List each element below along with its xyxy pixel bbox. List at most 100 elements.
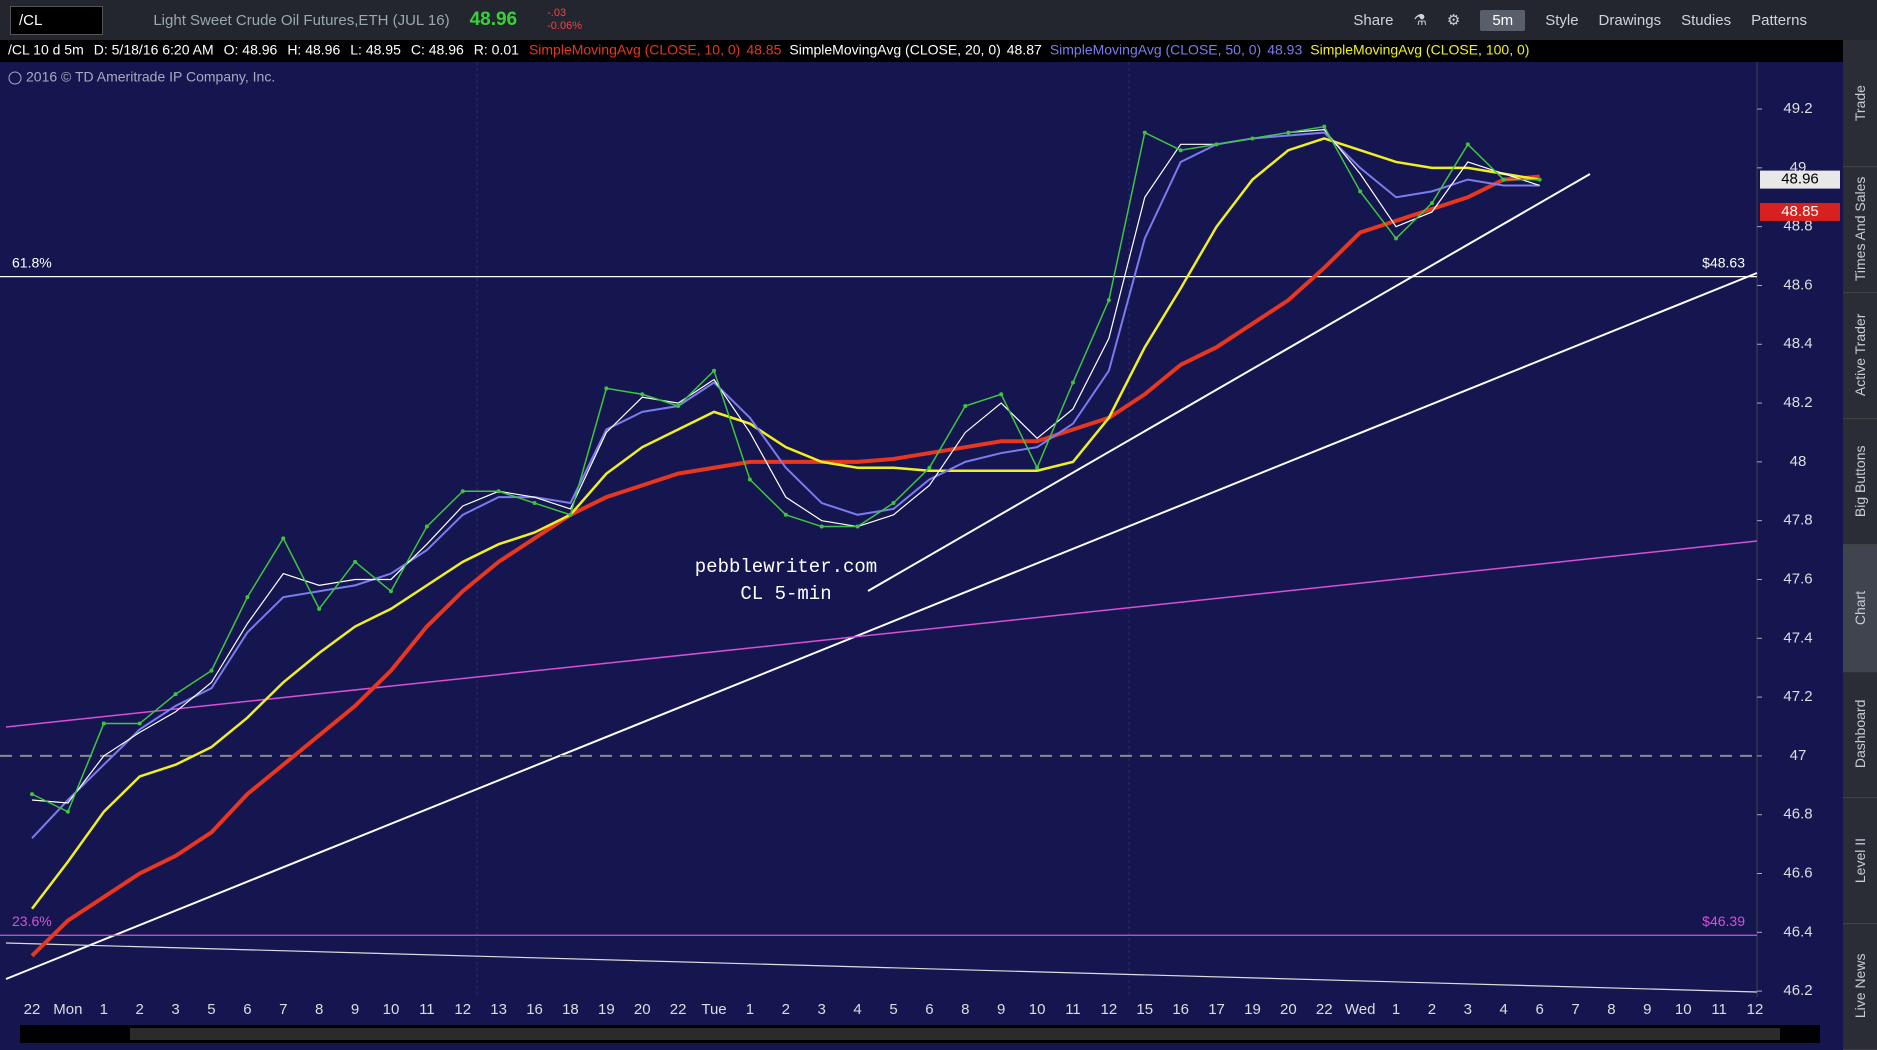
side-tab[interactable]: Chart (1843, 544, 1877, 672)
price-point (1537, 177, 1542, 182)
trendline[interactable] (5, 272, 1758, 980)
y-tick-label: 46.8 (1783, 806, 1812, 823)
price-point (460, 489, 465, 494)
x-tick-label: 2 (136, 1001, 144, 1018)
x-tick-label: 7 (279, 1001, 287, 1018)
x-tick-label: 4 (1500, 1001, 1508, 1018)
studies-button[interactable]: Studies (1681, 11, 1732, 29)
side-tab[interactable]: Big Buttons (1843, 418, 1877, 546)
price-point (173, 692, 178, 697)
side-tab[interactable]: Trade (1843, 40, 1877, 168)
x-tick-label: 5 (207, 1001, 215, 1018)
side-tab[interactable]: Level II (1843, 796, 1877, 924)
price-point (891, 501, 896, 506)
x-tick-label: 10 (383, 1001, 400, 1018)
aggregation-button[interactable]: 5m (1480, 9, 1526, 31)
x-tick-label: 20 (1280, 1001, 1297, 1018)
x-tick-label: 4 (853, 1001, 861, 1018)
price-point (676, 404, 681, 409)
price-point (1501, 177, 1506, 182)
x-tick-label: 17 (1208, 1001, 1225, 1018)
scroll-thumb[interactable] (130, 1028, 1780, 1040)
x-tick-label: 22 (1316, 1001, 1333, 1018)
x-tick-label: Wed (1345, 1001, 1376, 1018)
price-point (1214, 142, 1219, 147)
x-tick-label: 3 (1464, 1001, 1472, 1018)
x-tick-label: 12 (1747, 1001, 1764, 1018)
level-value: $46.39 (1702, 913, 1745, 929)
header-item: C: 48.96 (411, 42, 464, 58)
settings-button[interactable]: ⚙ (1446, 12, 1461, 29)
side-tab[interactable]: Active Trader (1843, 292, 1877, 420)
y-tick-label: 47.4 (1783, 629, 1812, 646)
y-tick-label: 46.6 (1783, 864, 1812, 881)
trendline[interactable] (5, 540, 1758, 728)
x-tick-label: 10 (1029, 1001, 1046, 1018)
trendline[interactable] (867, 173, 1591, 592)
price-point (1250, 136, 1255, 141)
price-point (137, 721, 142, 726)
flask-button[interactable]: ⚗ (1413, 12, 1427, 29)
style-button[interactable]: Style (1545, 11, 1579, 29)
side-tab[interactable]: Dashboard (1843, 670, 1877, 798)
y-tick-label: 48.2 (1783, 394, 1812, 411)
price-point (496, 489, 501, 494)
price-marker (1760, 202, 1840, 221)
price-line (31, 125, 1540, 813)
x-tick-label: 8 (1607, 1001, 1615, 1018)
level-value: $48.63 (1702, 254, 1745, 270)
x-tick-label: 1 (746, 1001, 754, 1018)
x-tick-label: 1 (100, 1001, 108, 1018)
share-button[interactable]: Share (1353, 11, 1394, 29)
trendline[interactable] (5, 942, 1758, 993)
symbol-box[interactable]: /CL (10, 5, 104, 35)
price-point (1142, 130, 1147, 135)
price-point (819, 524, 824, 529)
price-point (640, 392, 645, 397)
x-tick-label: 22 (24, 1001, 41, 1018)
header-item: H: 48.96 (287, 42, 340, 58)
price-point (747, 477, 752, 482)
price-point (532, 501, 537, 506)
level-label: 61.8% (12, 254, 52, 270)
x-tick-label: 12 (1101, 1001, 1118, 1018)
price-point (65, 809, 70, 814)
side-tab[interactable]: Live News (1843, 922, 1877, 1050)
y-tick-label: 49.2 (1783, 100, 1812, 117)
y-tick-label: 48.8 (1783, 218, 1812, 235)
price-point (999, 392, 1004, 397)
price-point (30, 792, 34, 797)
x-tick-label: 20 (634, 1001, 651, 1018)
annotation: CL 5-min (740, 583, 831, 605)
price-point (281, 536, 286, 541)
x-tick-label: 11 (419, 1001, 435, 1018)
x-tick-label: 9 (997, 1001, 1005, 1018)
x-tick-label: 5 (889, 1001, 897, 1018)
price-point (568, 512, 573, 517)
header-item: R: 0.01 (474, 42, 519, 58)
price-point (1394, 236, 1399, 241)
drawings-button[interactable]: Drawings (1598, 11, 1662, 29)
legend-label: SimpleMovingAvg (CLOSE, 20, 0) (789, 42, 1000, 58)
x-tick-label: 2 (782, 1001, 790, 1018)
side-tabs: Trade Times And Sales Active Trader Big But… (1843, 40, 1877, 1050)
x-tick-label: 3 (171, 1001, 179, 1018)
legend-label: SimpleMovingAvg (CLOSE, 50, 0) (1050, 42, 1261, 58)
y-tick-label: 47.2 (1783, 688, 1812, 705)
price-point (1286, 130, 1291, 135)
price-point (1106, 298, 1111, 303)
annotation: pebblewriter.com (695, 556, 877, 578)
x-tick-label: 6 (925, 1001, 933, 1018)
price-marker-label: 48.85 (1781, 203, 1819, 220)
x-tick-label: 7 (1571, 1001, 1579, 1018)
patterns-button[interactable]: Patterns (1751, 11, 1807, 29)
change: -.03 -0.06% (537, 7, 592, 33)
side-tab[interactable]: Times And Sales (1843, 166, 1877, 294)
legend-value: 48.87 (1007, 42, 1042, 58)
x-tick-label: 9 (1643, 1001, 1651, 1018)
ma-line (31, 131, 1540, 839)
price-point (783, 512, 788, 517)
price-point (209, 668, 214, 673)
header-item: D: 5/18/16 6:20 AM (94, 42, 214, 58)
